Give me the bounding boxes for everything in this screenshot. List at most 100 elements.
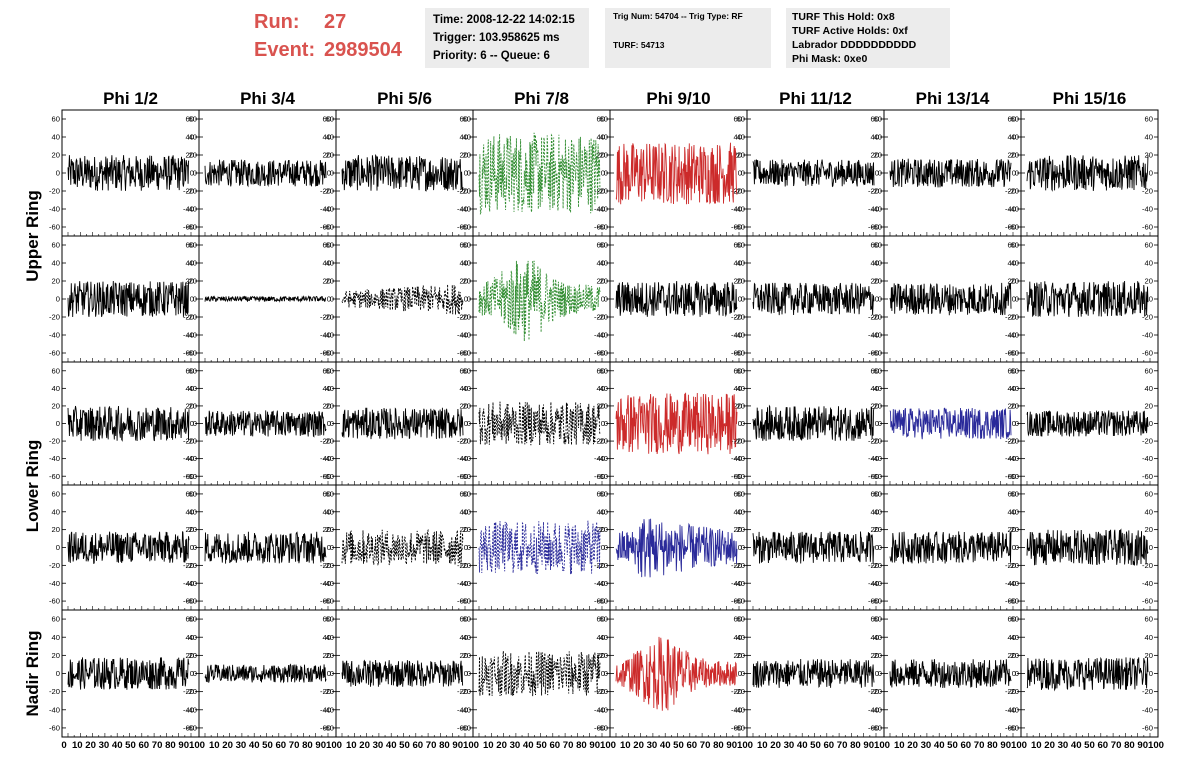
y-tick-label: -40 bbox=[594, 331, 605, 340]
x-tick-label: 100 bbox=[189, 740, 205, 751]
y-tick-label: -40 bbox=[183, 579, 194, 588]
y-tick-label: 20 bbox=[460, 402, 468, 411]
y-tick-label: 0 bbox=[604, 295, 608, 304]
y-tick-label: -40 bbox=[460, 705, 471, 714]
x-tick-label: 50 bbox=[125, 740, 136, 751]
y-tick-label: -60 bbox=[731, 472, 742, 481]
y-tick-label: 0 bbox=[1012, 543, 1016, 552]
waveform-trace bbox=[752, 531, 875, 564]
waveform-trace bbox=[889, 158, 1012, 188]
y-tick-label: -60 bbox=[1005, 597, 1016, 606]
y-tick-label: -60 bbox=[871, 223, 882, 232]
y-tick-label: -20 bbox=[1142, 687, 1153, 696]
y-tick-label: 0 bbox=[1012, 295, 1016, 304]
y-tick-label: -40 bbox=[457, 331, 468, 340]
y-tick-label: 20 bbox=[737, 525, 745, 534]
y-tick-label: 20 bbox=[737, 277, 745, 286]
y-tick-label: -20 bbox=[320, 437, 331, 446]
x-tick-label: 70 bbox=[426, 740, 437, 751]
y-tick-label: -20 bbox=[868, 187, 879, 196]
y-tick-label: 20 bbox=[460, 525, 468, 534]
x-tick-label: 80 bbox=[987, 740, 998, 751]
y-tick-label: -60 bbox=[734, 223, 745, 232]
y-tick-label: -20 bbox=[868, 437, 879, 446]
x-tick-label: 50 bbox=[673, 740, 684, 751]
y-tick-label: -20 bbox=[460, 437, 471, 446]
y-tick-label: 60 bbox=[52, 366, 60, 375]
y-tick-label: 60 bbox=[1145, 615, 1153, 624]
y-tick-label: 60 bbox=[326, 241, 334, 250]
y-tick-label: -20 bbox=[1005, 687, 1016, 696]
y-tick-label: 20 bbox=[189, 151, 197, 160]
x-tick-label: 60 bbox=[1097, 740, 1108, 751]
y-tick-label: 40 bbox=[871, 633, 879, 642]
x-tick-label: 50 bbox=[399, 740, 410, 751]
y-tick-label: 40 bbox=[734, 633, 742, 642]
y-tick-label: -60 bbox=[597, 349, 608, 358]
y-tick-label: -20 bbox=[460, 313, 471, 322]
y-tick-label: 40 bbox=[326, 259, 334, 268]
y-tick-label: -20 bbox=[597, 437, 608, 446]
y-tick-label: -40 bbox=[323, 579, 334, 588]
run-value: 27 bbox=[324, 11, 347, 33]
y-tick-label: -60 bbox=[183, 349, 194, 358]
turf-this-hold-text: TURF This Hold: 0x8 bbox=[792, 11, 895, 23]
y-tick-label: 40 bbox=[597, 507, 605, 516]
x-tick-label: 30 bbox=[1058, 740, 1069, 751]
y-tick-label: 0 bbox=[1149, 669, 1153, 678]
y-tick-label: 40 bbox=[326, 507, 334, 516]
x-tick-label: 70 bbox=[974, 740, 985, 751]
y-tick-label: 60 bbox=[1011, 615, 1019, 624]
y-tick-label: -40 bbox=[183, 331, 194, 340]
run-label: Run: bbox=[254, 11, 300, 33]
y-tick-label: 40 bbox=[737, 259, 745, 268]
y-tick-label: -20 bbox=[1008, 187, 1019, 196]
y-tick-label: 20 bbox=[1145, 651, 1153, 660]
y-tick-label: 20 bbox=[460, 277, 468, 286]
y-tick-label: 0 bbox=[741, 419, 745, 428]
x-tick-label: 90 bbox=[726, 740, 737, 751]
y-tick-label: -60 bbox=[183, 597, 194, 606]
y-tick-label: 0 bbox=[190, 419, 194, 428]
waveform-trace bbox=[615, 518, 738, 578]
y-tick-label: 60 bbox=[1145, 115, 1153, 124]
y-tick-label: 0 bbox=[738, 669, 742, 678]
y-tick-label: -20 bbox=[320, 687, 331, 696]
y-tick-label: 60 bbox=[463, 490, 471, 499]
x-tick-label: 70 bbox=[152, 740, 163, 751]
waveform-trace bbox=[1026, 155, 1149, 192]
y-tick-label: 60 bbox=[1011, 490, 1019, 499]
y-tick-label: -60 bbox=[49, 349, 60, 358]
waveform-trace bbox=[204, 159, 327, 188]
y-tick-label: -60 bbox=[183, 223, 194, 232]
y-tick-label: 20 bbox=[874, 525, 882, 534]
y-tick-label: -20 bbox=[731, 561, 742, 570]
y-tick-label: -20 bbox=[594, 437, 605, 446]
y-tick-label: -60 bbox=[1142, 724, 1153, 733]
x-tick-label: 100 bbox=[874, 740, 890, 751]
y-tick-label: 60 bbox=[734, 490, 742, 499]
x-tick-label: 30 bbox=[647, 740, 658, 751]
y-tick-label: 20 bbox=[186, 651, 194, 660]
waveform-trace bbox=[67, 280, 190, 318]
y-tick-label: 0 bbox=[1015, 169, 1019, 178]
x-tick-label: 80 bbox=[302, 740, 313, 751]
y-tick-label: -20 bbox=[183, 561, 194, 570]
y-tick-label: 20 bbox=[1011, 651, 1019, 660]
y-tick-label: 0 bbox=[741, 295, 745, 304]
x-tick-label: 30 bbox=[99, 740, 110, 751]
y-tick-label: 60 bbox=[737, 241, 745, 250]
y-tick-label: -40 bbox=[320, 579, 331, 588]
y-tick-label: 60 bbox=[52, 115, 60, 124]
y-tick-label: 20 bbox=[326, 151, 334, 160]
y-tick-label: 60 bbox=[600, 490, 608, 499]
y-tick-label: 0 bbox=[878, 419, 882, 428]
y-tick-label: 20 bbox=[871, 525, 879, 534]
panel-frame bbox=[746, 609, 885, 738]
y-tick-label: 0 bbox=[464, 169, 468, 178]
y-tick-label: -60 bbox=[731, 349, 742, 358]
y-tick-label: 60 bbox=[186, 366, 194, 375]
waveform-trace bbox=[204, 663, 327, 684]
y-tick-label: 40 bbox=[186, 384, 194, 393]
x-tick-label: 90 bbox=[1000, 740, 1011, 751]
